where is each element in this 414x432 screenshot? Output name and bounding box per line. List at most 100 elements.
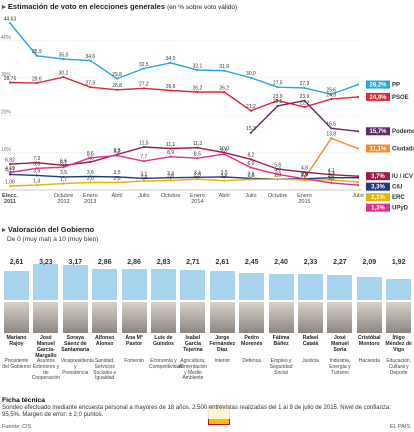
legend-label: IU / ICV [392, 174, 413, 180]
point [356, 147, 360, 150]
point [356, 95, 360, 98]
data-label: 24,3 [326, 92, 336, 98]
point [330, 137, 333, 140]
point [223, 69, 226, 72]
data-label: 1,06 [5, 179, 15, 185]
point [115, 154, 119, 157]
point [249, 158, 253, 161]
minister-name: Rafael Catalá [302, 335, 319, 347]
data-label: 15,3 [246, 126, 256, 132]
data-label: 2,4 [140, 174, 147, 180]
data-label: 28,6 [32, 76, 42, 82]
minister-name: José Manuel Soria [330, 335, 349, 353]
end-label: 15,7% [369, 129, 387, 135]
data-label: 3,3 [328, 171, 335, 177]
point [169, 176, 172, 179]
point [8, 171, 12, 174]
series-line [9, 76, 359, 112]
legend-label: Ciudadanos [392, 146, 414, 152]
data-label: 1,7 [60, 177, 67, 183]
data-label: 2,7 [301, 173, 308, 179]
end-label-box [366, 127, 390, 136]
point [196, 178, 199, 181]
point [356, 184, 360, 187]
data-label: 11,3 [193, 141, 203, 147]
bar-value: 2,86 [97, 259, 112, 267]
end-label: 24,9% [369, 95, 387, 101]
chart-title: Estimación de voto en elecciones general… [7, 2, 166, 11]
end-label-box [366, 182, 390, 191]
point [89, 59, 92, 62]
point [8, 163, 12, 166]
point [303, 170, 306, 174]
x-tick-label: Abril [218, 193, 230, 199]
bar-value: 2,27 [333, 259, 347, 267]
brand: EL PAÍS [389, 424, 410, 430]
data-label: 6,0 [247, 161, 254, 167]
point [303, 86, 306, 90]
bar [33, 264, 59, 300]
x-tick-label: Octubre [160, 193, 181, 199]
point [249, 166, 253, 169]
minister-name: Mariano Rajoy [6, 335, 27, 347]
bar [327, 275, 353, 300]
data-label: 2,0 [114, 176, 121, 182]
point [276, 173, 279, 176]
bar [268, 273, 294, 300]
x-tick-label: Julio [138, 193, 150, 199]
point [89, 181, 92, 184]
data-label: 31,9 [219, 64, 229, 70]
minister-name: Jorge Fernández Díaz [209, 335, 236, 353]
data-label: 3,1 [247, 172, 254, 178]
point [356, 181, 360, 184]
minister-role: Industria, Energía y Turismo [329, 358, 351, 376]
end-label-box [366, 193, 390, 202]
minister-role: Presidente del Gobierno [2, 358, 31, 370]
legend-label: PSOE [392, 95, 409, 101]
minister-name: Isabel García Tejerina [183, 335, 203, 353]
point [276, 86, 279, 89]
point [330, 93, 333, 96]
point [169, 89, 172, 92]
minister-role: Defensa [242, 358, 261, 364]
point [142, 160, 145, 163]
point [35, 174, 38, 177]
x-tick-label: Enero 2014 [190, 193, 205, 205]
point [330, 178, 333, 182]
bar [239, 273, 265, 300]
data-label: 5,8 [33, 162, 40, 168]
data-label: 26,8 [112, 83, 122, 89]
bar-value: 3,23 [39, 259, 53, 267]
bar-subtitle: De 0 (muy mal) a 10 (muy bien) [7, 236, 99, 243]
bar-value: 2,45 [244, 259, 259, 267]
bar-title: Valoración del Gobierno [2, 225, 94, 234]
chart-title-line: Estimación de voto en elecciones general… [2, 2, 237, 11]
x-tick-label: Enero 2015 [297, 193, 312, 205]
bar [151, 268, 176, 300]
point [249, 76, 253, 79]
minister-name: José Manuel García-Margallo [35, 335, 57, 359]
data-label: 3,5 [114, 170, 121, 176]
minister-role: Sanidad, Servicios Sociales e Igualdad [93, 358, 117, 382]
point [223, 175, 226, 179]
data-label: 4,1 [328, 168, 335, 174]
data-label: 1,3 [33, 178, 40, 184]
point [196, 176, 199, 179]
minister-photo [92, 302, 118, 333]
point [62, 58, 65, 61]
data-label: 6,92 [5, 157, 15, 163]
source: Fuente: CIS [2, 424, 32, 430]
bar-value: 2,71 [186, 259, 200, 267]
bar-value: 2,09 [362, 259, 377, 267]
minister-photo [151, 302, 176, 333]
data-label: 3,6 [87, 170, 94, 176]
bar-value: 1,92 [391, 259, 406, 267]
end-label: 3,3% [371, 185, 385, 191]
data-label: 4,2 [274, 168, 281, 174]
minister-role: Economía y Competitividad [149, 358, 183, 370]
line-chart: 10% 20% 30% 40% 44,63 35,9 35,0 34,6 29,8 32,5 34,… [0, 16, 414, 212]
end-label-box [366, 144, 390, 153]
point [115, 88, 119, 91]
data-label: 8,6 [87, 151, 94, 157]
data-label: 2,9 [274, 172, 281, 178]
